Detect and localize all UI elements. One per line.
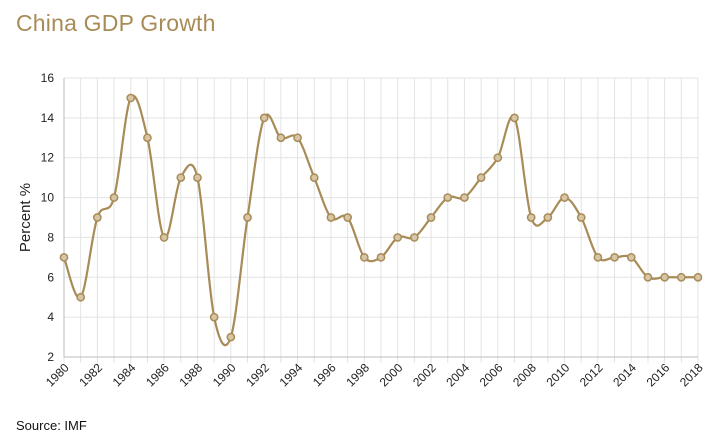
x-tick-label: 1994 xyxy=(277,360,306,389)
x-tick-label: 2014 xyxy=(610,360,639,389)
data-point xyxy=(159,233,169,242)
chart-title: China GDP Growth xyxy=(16,10,216,36)
data-point xyxy=(576,213,586,222)
data-point xyxy=(693,272,703,282)
data-point xyxy=(343,213,352,222)
data-point xyxy=(226,332,236,342)
y-axis-label: Percent % xyxy=(17,183,34,252)
y-tick-label: 4 xyxy=(47,310,54,324)
axes xyxy=(63,78,698,358)
data-point xyxy=(176,173,186,182)
data-point xyxy=(626,253,636,262)
x-tick-label: 1984 xyxy=(110,360,139,389)
x-tick-label: 1986 xyxy=(143,360,172,389)
x-tick-label: 2010 xyxy=(544,360,573,389)
x-tick-label: 2006 xyxy=(477,360,506,389)
data-point xyxy=(610,253,619,262)
x-tick-label: 1998 xyxy=(343,360,372,389)
y-tick-label: 2 xyxy=(47,350,54,364)
y-tick-label: 16 xyxy=(41,71,55,85)
y-tick-label: 6 xyxy=(47,270,54,284)
x-tick-label: 1982 xyxy=(76,360,105,389)
x-tick-label: 2016 xyxy=(644,360,673,389)
data-point xyxy=(93,213,102,222)
x-tick-label: 2012 xyxy=(577,360,606,389)
x-tick-label: 2018 xyxy=(677,360,706,389)
data-point xyxy=(676,272,686,282)
data-points xyxy=(59,93,703,342)
y-tick-label: 8 xyxy=(47,230,54,244)
data-point xyxy=(543,213,553,222)
data-point xyxy=(193,173,202,182)
data-point xyxy=(59,253,69,262)
x-tick-label: 1990 xyxy=(210,360,239,389)
data-point xyxy=(143,133,152,143)
y-tick-label: 10 xyxy=(41,191,55,205)
data-point xyxy=(126,93,136,103)
data-point xyxy=(460,193,469,202)
data-point xyxy=(209,312,219,322)
data-point xyxy=(109,193,119,202)
x-tick-label: 2008 xyxy=(510,360,539,389)
source-note: Source: IMF xyxy=(16,418,87,433)
x-tick-label: 2000 xyxy=(377,360,406,389)
x-tick-label: 2002 xyxy=(410,360,439,389)
x-tick-label: 2004 xyxy=(443,360,472,389)
data-point xyxy=(410,233,419,242)
x-tick-label: 1980 xyxy=(43,360,72,389)
data-point xyxy=(359,253,369,262)
data-point xyxy=(660,272,669,282)
data-point xyxy=(76,292,86,302)
data-point xyxy=(526,213,536,222)
y-tick-label: 14 xyxy=(41,111,55,125)
y-tick-labels: 2 4 6 8 10 12 14 16 xyxy=(41,71,55,364)
data-point xyxy=(560,193,569,202)
x-tick-label: 1992 xyxy=(243,360,272,389)
data-point xyxy=(243,213,252,222)
y-tick-label: 12 xyxy=(41,151,55,165)
data-point xyxy=(443,193,453,202)
x-tick-label: 1996 xyxy=(310,360,339,389)
data-point xyxy=(309,173,319,182)
data-point xyxy=(276,133,286,143)
x-tick-labels: 1980 1982 1984 1986 1988 1990 1992 1994 1996 1998… xyxy=(43,360,706,389)
data-point xyxy=(326,213,336,222)
data-point xyxy=(393,233,403,242)
data-point xyxy=(426,213,436,222)
data-point xyxy=(293,133,302,143)
data-point xyxy=(476,173,486,182)
data-point xyxy=(593,253,603,262)
data-point xyxy=(259,113,269,123)
data-point xyxy=(493,153,503,163)
data-point xyxy=(643,272,653,282)
data-point xyxy=(510,113,519,123)
x-tick-label: 1988 xyxy=(176,360,205,389)
data-point xyxy=(376,253,386,262)
